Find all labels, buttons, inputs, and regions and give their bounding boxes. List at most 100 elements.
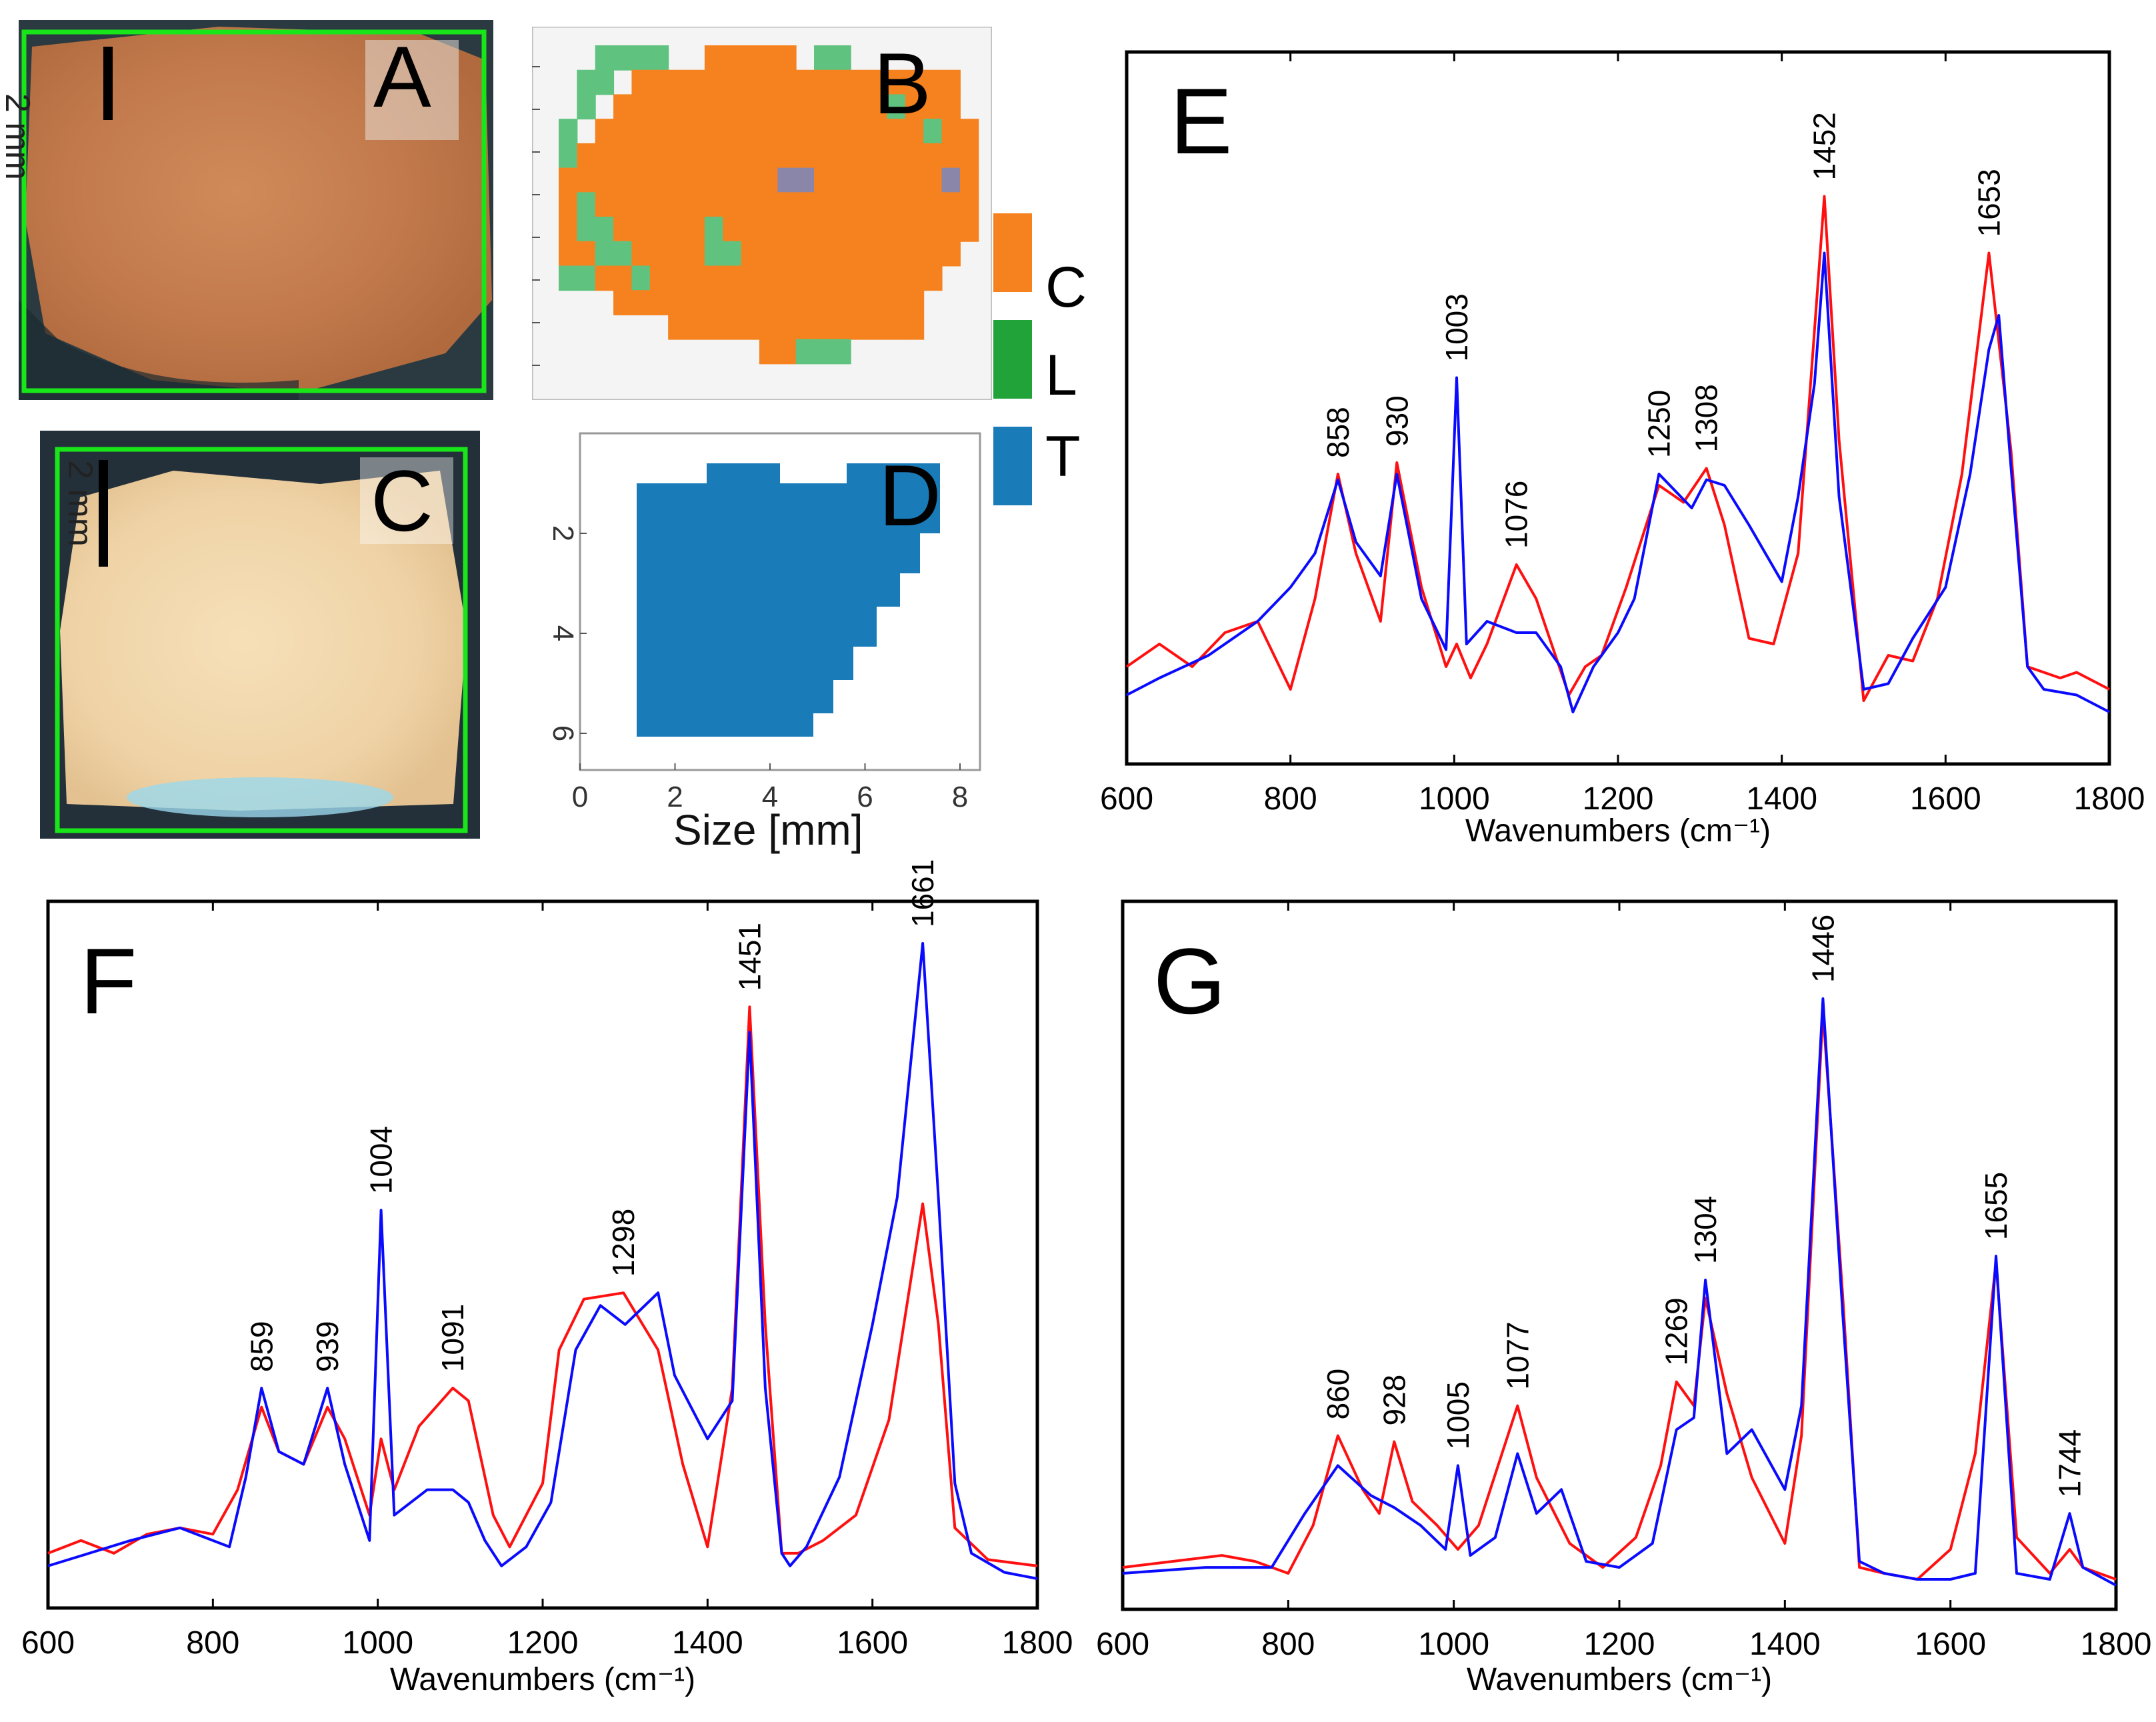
map-b-cell	[869, 192, 888, 218]
map-b-cell	[887, 69, 906, 95]
map-b-cell	[577, 69, 596, 95]
scale-label-a: 2 mm	[0, 93, 37, 180]
map-b-cell	[941, 69, 961, 95]
map-b-cell	[649, 241, 669, 267]
map-b-cell	[577, 217, 596, 242]
map-b-cell	[832, 290, 851, 315]
map-b-cell	[668, 119, 687, 144]
map-b-cell	[613, 217, 633, 242]
peak-label: 1655	[1979, 1172, 2013, 1240]
photo-frame-a	[21, 29, 487, 393]
map-b-cell	[595, 167, 615, 193]
series-line-red	[1122, 1009, 2117, 1581]
peak-label: 1003	[1439, 293, 1474, 361]
map-b-cell	[723, 314, 742, 340]
map-b-cell	[613, 45, 633, 71]
map-b-cell	[941, 192, 961, 218]
map-b-cell	[832, 167, 851, 193]
x-axis-label: Wavenumbers (cm⁻¹)	[390, 1662, 695, 1697]
map-b-cell	[668, 167, 687, 193]
map-b-cell	[741, 167, 760, 193]
plot-frame-g	[1121, 899, 2118, 1611]
map-d-xlabel: Size [mm]	[673, 806, 863, 854]
classification-map-b	[531, 25, 993, 401]
map-b-cell	[631, 45, 651, 71]
map-b-cell	[795, 192, 815, 218]
peak-label: 1308	[1689, 384, 1724, 452]
map-b-cell	[887, 192, 906, 218]
map-b-cell	[595, 69, 615, 95]
map-b-cell	[923, 119, 943, 144]
plot-frame-f	[46, 899, 1039, 1610]
map-b-cell	[850, 69, 870, 95]
map-b-cell	[759, 192, 779, 218]
map-b-cell	[759, 45, 779, 71]
map-b-cell	[905, 265, 925, 291]
map-b-cell	[668, 217, 687, 242]
x-tick-label: 800	[186, 1625, 239, 1661]
map-b-cell	[668, 241, 687, 267]
map-b-cell	[741, 217, 760, 242]
scale-bar-c	[99, 460, 108, 567]
map-b-cell	[777, 290, 797, 315]
map-b-cell	[759, 69, 779, 95]
map-b-cell	[759, 94, 779, 120]
map-d-svg: 0 2 4 6 8 2 4 6	[547, 432, 981, 813]
map-b-cell	[941, 241, 961, 267]
map-b-cell	[668, 290, 687, 315]
peak-label: 1304	[1688, 1196, 1723, 1264]
map-b-cell	[613, 167, 633, 193]
map-b-cell	[686, 69, 705, 95]
map-b-cell	[777, 314, 797, 340]
map-b-cell	[759, 265, 779, 291]
map-b-cell	[649, 217, 669, 242]
panel-d-letter: D	[879, 447, 941, 544]
map-b-cell	[686, 192, 705, 218]
map-b-cell	[741, 265, 760, 291]
map-b-cell	[923, 217, 943, 242]
map-b-cell	[686, 241, 705, 267]
map-b-cell	[832, 314, 851, 340]
map-b-cell	[759, 167, 779, 193]
map-b-cell	[959, 167, 979, 193]
map-b-cell	[723, 167, 742, 193]
map-b-cell	[649, 143, 669, 169]
map-b-cell	[777, 339, 797, 365]
map-b-cell	[723, 265, 742, 291]
map-b-cell	[869, 241, 888, 267]
map-b-cell	[959, 192, 979, 218]
map-d-ytick-label: 6	[547, 725, 579, 741]
map-b-cell	[905, 69, 925, 95]
map-b-cell	[723, 290, 742, 315]
map-b-cell	[723, 143, 742, 169]
map-b-cell	[577, 167, 596, 193]
map-b-cell	[704, 167, 724, 193]
map-b-cell	[559, 167, 578, 193]
x-tick-label: 1000	[1418, 1627, 1489, 1662]
scale-label-c: 2 mm	[61, 460, 99, 547]
peak-label: 1446	[1805, 915, 1840, 983]
peak-label: 939	[310, 1321, 345, 1372]
map-b-cell	[613, 265, 633, 291]
peak-label: 1269	[1659, 1297, 1694, 1365]
tissue-photo-a	[19, 20, 493, 400]
peak-label: 1298	[606, 1209, 641, 1277]
peak-label: 1091	[435, 1304, 470, 1372]
peak-label: 1077	[1500, 1321, 1535, 1389]
map-b-cell	[723, 119, 742, 144]
peak-label: 1004	[364, 1126, 399, 1194]
map-b-cell	[704, 45, 724, 71]
map-b-cell	[559, 217, 578, 242]
map-b-cell	[741, 290, 760, 315]
map-b-cell	[704, 217, 724, 242]
map-b-cell	[814, 339, 833, 365]
map-b-cell	[814, 69, 833, 95]
map-b-cell	[759, 143, 779, 169]
plot-frame-e	[1125, 50, 2111, 766]
map-b-cell	[869, 314, 888, 340]
map-d-ytick-label: 4	[547, 625, 579, 641]
legend-label-c: C	[1045, 255, 1087, 319]
map-b-cell	[777, 94, 797, 120]
peak-label: 1661	[905, 859, 940, 927]
map-b-cell	[887, 119, 906, 144]
